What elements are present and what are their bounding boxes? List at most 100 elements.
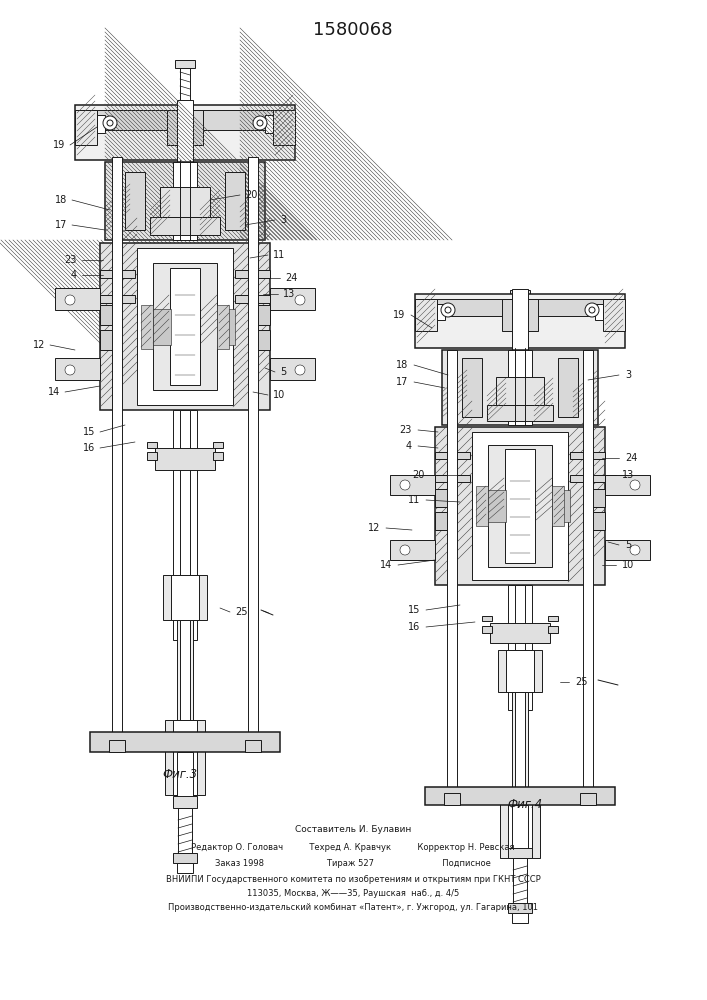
Bar: [217, 309, 235, 345]
Bar: [490, 623, 550, 643]
Circle shape: [441, 303, 455, 317]
Bar: [173, 720, 197, 795]
Bar: [435, 475, 470, 482]
Bar: [510, 290, 530, 298]
Bar: [177, 863, 193, 873]
Text: 24: 24: [625, 453, 638, 463]
Text: 12: 12: [368, 523, 380, 533]
Bar: [508, 848, 532, 858]
Text: 23: 23: [399, 425, 412, 435]
Bar: [171, 575, 199, 620]
Bar: [512, 692, 528, 788]
Text: 15: 15: [83, 427, 95, 437]
Bar: [255, 305, 270, 325]
Text: 11: 11: [408, 495, 420, 505]
Bar: [155, 448, 215, 470]
Bar: [605, 475, 650, 495]
Bar: [165, 720, 205, 795]
Bar: [435, 452, 470, 459]
Text: Составитель И. Булавин: Составитель И. Булавин: [295, 826, 411, 834]
Bar: [109, 740, 125, 752]
Bar: [125, 172, 145, 230]
Polygon shape: [173, 271, 197, 382]
Circle shape: [585, 303, 599, 317]
Bar: [570, 452, 605, 459]
Bar: [100, 270, 135, 278]
Bar: [217, 305, 229, 349]
Text: 5: 5: [625, 540, 631, 550]
Bar: [437, 304, 445, 320]
Bar: [548, 626, 558, 633]
Bar: [390, 475, 435, 495]
Bar: [508, 788, 532, 858]
Bar: [167, 110, 203, 145]
Bar: [100, 295, 135, 303]
Bar: [245, 740, 261, 752]
Bar: [498, 650, 542, 692]
Bar: [435, 427, 605, 585]
Bar: [435, 512, 450, 530]
Circle shape: [295, 365, 305, 375]
Bar: [488, 445, 552, 567]
Bar: [580, 793, 596, 805]
Bar: [552, 486, 564, 526]
Bar: [105, 162, 130, 240]
Bar: [105, 162, 265, 240]
Bar: [55, 288, 100, 310]
Bar: [513, 858, 527, 905]
Circle shape: [107, 120, 113, 126]
Bar: [515, 585, 525, 740]
Bar: [552, 490, 570, 522]
Bar: [508, 585, 532, 710]
Text: 20: 20: [413, 470, 425, 480]
Bar: [512, 913, 528, 923]
Text: 19: 19: [53, 140, 65, 150]
Bar: [512, 805, 528, 850]
Text: 3: 3: [280, 215, 286, 225]
Text: 12: 12: [33, 340, 45, 350]
Bar: [488, 490, 506, 522]
Bar: [548, 616, 558, 621]
Text: 10: 10: [273, 390, 285, 400]
Bar: [153, 263, 217, 390]
Bar: [590, 512, 605, 530]
Bar: [177, 752, 193, 800]
Bar: [163, 575, 207, 620]
Text: 4: 4: [406, 441, 412, 451]
Bar: [558, 358, 578, 417]
Bar: [180, 410, 190, 670]
Text: 1580068: 1580068: [313, 21, 393, 39]
Bar: [487, 405, 553, 421]
Text: 4: 4: [71, 270, 77, 280]
Bar: [512, 289, 528, 353]
Bar: [55, 358, 100, 380]
Bar: [270, 288, 315, 310]
Bar: [100, 243, 270, 410]
Text: 5: 5: [280, 367, 286, 377]
Bar: [150, 217, 220, 235]
Bar: [442, 350, 598, 425]
Text: Производственно-издательский комбинат «Патент», г. Ужгород, ул. Гагарина, 101: Производственно-издательский комбинат «П…: [168, 904, 538, 912]
Bar: [255, 330, 270, 350]
Bar: [265, 115, 273, 133]
Circle shape: [295, 295, 305, 305]
Bar: [112, 157, 122, 752]
Text: 17: 17: [396, 377, 408, 387]
Circle shape: [630, 480, 640, 490]
Bar: [248, 157, 258, 752]
Bar: [500, 788, 540, 858]
Bar: [273, 110, 295, 145]
Text: 14: 14: [48, 387, 60, 397]
Bar: [141, 305, 153, 349]
Circle shape: [257, 120, 263, 126]
Text: 14: 14: [380, 560, 392, 570]
Bar: [605, 540, 650, 560]
Polygon shape: [508, 452, 532, 560]
Bar: [508, 350, 532, 425]
Bar: [177, 620, 193, 720]
Text: 13: 13: [283, 289, 296, 299]
Text: Фиг.3: Фиг.3: [163, 768, 197, 782]
Bar: [83, 110, 287, 130]
Bar: [175, 60, 195, 68]
Bar: [570, 475, 605, 482]
